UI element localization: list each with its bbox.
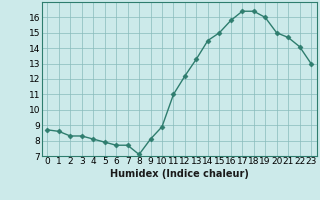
X-axis label: Humidex (Indice chaleur): Humidex (Indice chaleur) [110,169,249,179]
